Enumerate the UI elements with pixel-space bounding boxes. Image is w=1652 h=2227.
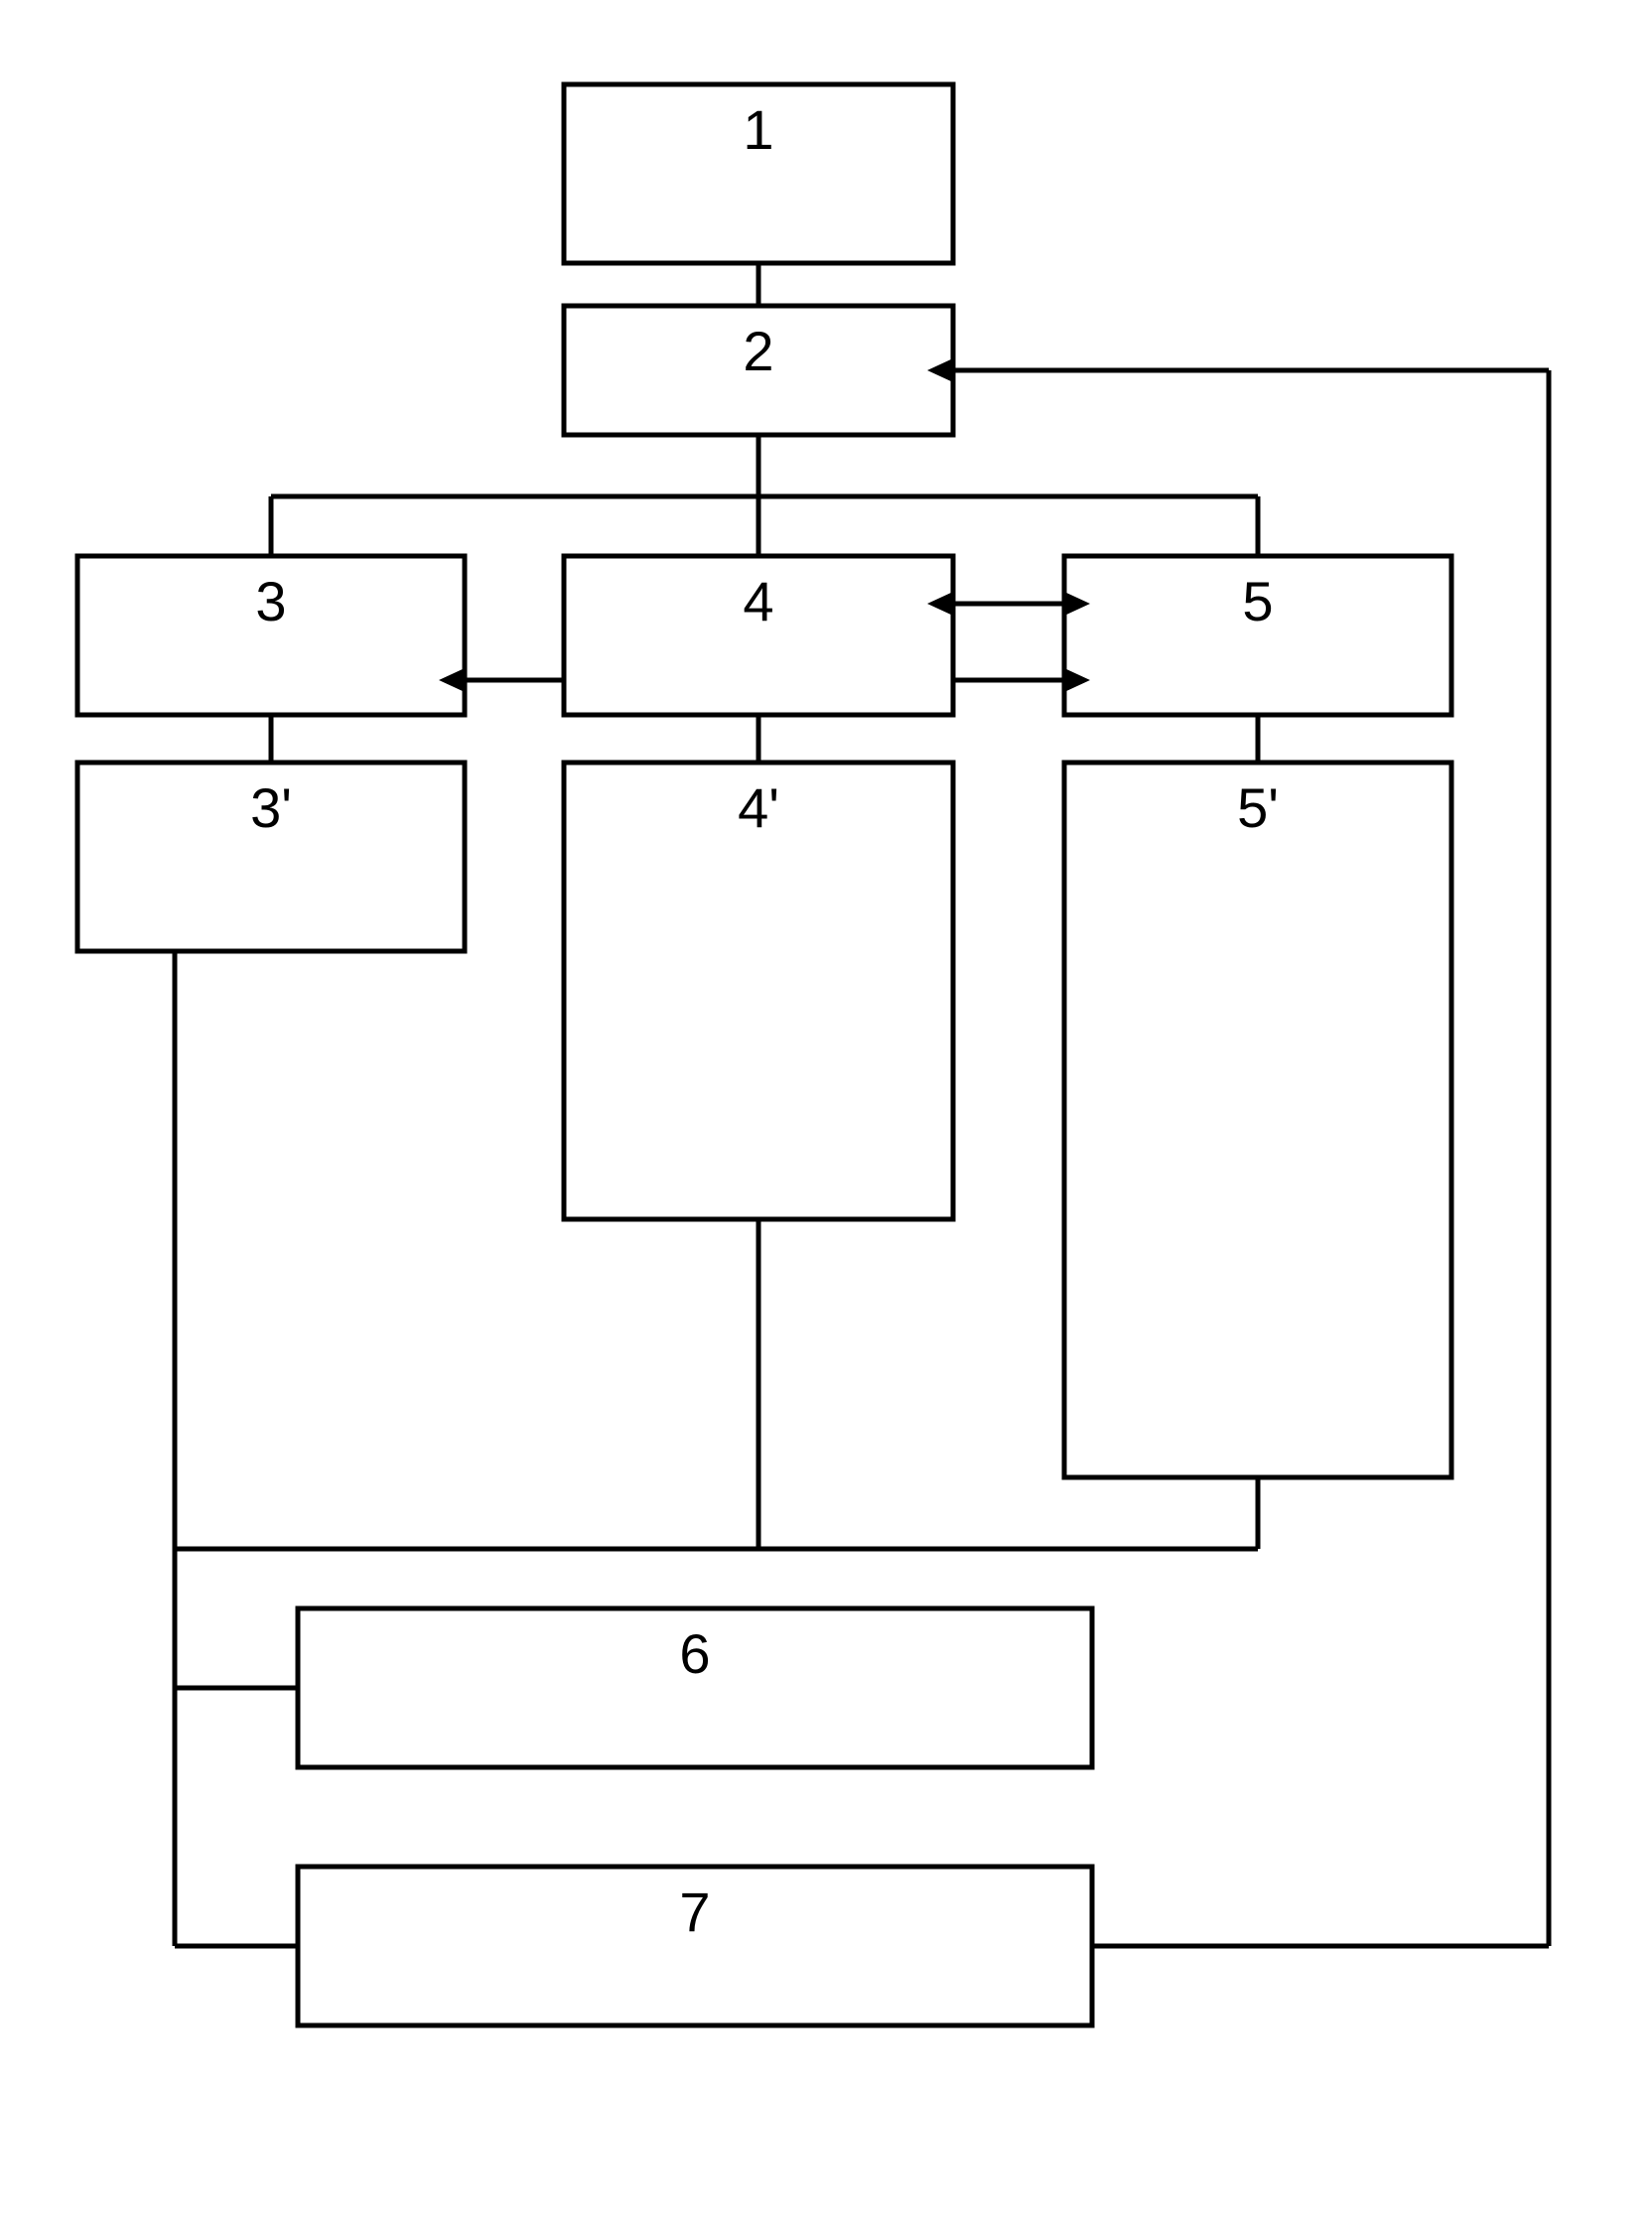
node-label: 3 bbox=[255, 570, 286, 632]
node-n7: 7 bbox=[298, 1867, 1092, 2025]
node-box bbox=[1064, 763, 1451, 1477]
node-n2: 2 bbox=[564, 306, 953, 435]
node-label: 5 bbox=[1242, 570, 1273, 632]
node-n5p: 5' bbox=[1064, 763, 1451, 1477]
node-label: 6 bbox=[679, 1622, 710, 1685]
node-label: 4 bbox=[743, 570, 773, 632]
node-n3p: 3' bbox=[77, 763, 465, 951]
node-n4: 4 bbox=[564, 556, 953, 715]
node-label: 4' bbox=[738, 776, 779, 839]
node-n6: 6 bbox=[298, 1608, 1092, 1767]
node-label: 3' bbox=[250, 776, 292, 839]
node-n3: 3 bbox=[77, 556, 465, 715]
node-label: 5' bbox=[1237, 776, 1279, 839]
node-label: 2 bbox=[743, 320, 773, 382]
node-n4p: 4' bbox=[564, 763, 953, 1219]
node-n5: 5 bbox=[1064, 556, 1451, 715]
node-n1: 1 bbox=[564, 84, 953, 263]
node-label: 1 bbox=[743, 98, 773, 161]
node-label: 7 bbox=[679, 1880, 710, 1943]
